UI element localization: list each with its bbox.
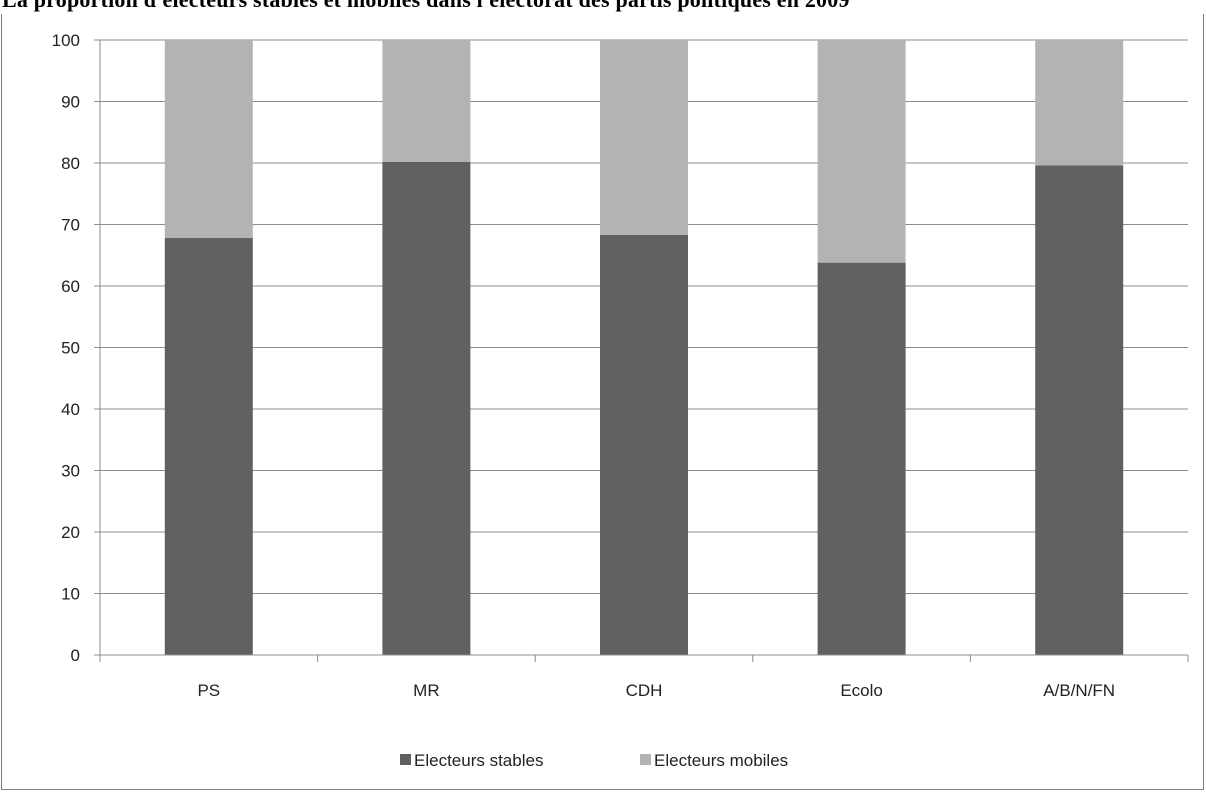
- bar-ps-mobiles: [164, 40, 253, 239]
- x-tick-label: MR: [413, 681, 439, 700]
- bar-a-b-n-fn-mobiles: [1035, 40, 1124, 166]
- x-axis: PS MR CDH Ecolo A/B/N/FN: [99, 654, 1189, 700]
- x-tick-label: PS: [197, 681, 220, 700]
- bars: [164, 40, 1124, 655]
- y-tick-label: 100: [52, 31, 80, 50]
- bar-ps-stables: [164, 238, 253, 655]
- x-tick-label: CDH: [626, 681, 663, 700]
- legend: Electeurs stables Electeurs mobiles: [400, 751, 788, 770]
- y-tick-label: 80: [61, 154, 80, 173]
- y-tick-label: 10: [61, 585, 80, 604]
- x-tick-label: A/B/N/FN: [1043, 681, 1115, 700]
- legend-swatch-mobiles: [640, 754, 651, 765]
- bar-ecolo-stables: [817, 262, 906, 655]
- x-tick-label: Ecolo: [840, 681, 883, 700]
- bar-ecolo-mobiles: [817, 40, 906, 263]
- bar-mr-mobiles: [382, 40, 471, 162]
- y-axis: 0 10 20 30 40 50 60 70 80 90 100: [52, 31, 101, 665]
- y-tick-label: 60: [61, 277, 80, 296]
- y-tick-label: 40: [61, 400, 80, 419]
- legend-label-stables: Electeurs stables: [414, 751, 543, 770]
- y-tick-label: 30: [61, 462, 80, 481]
- y-tick-label: 90: [61, 93, 80, 112]
- legend-label-mobiles: Electeurs mobiles: [654, 751, 788, 770]
- y-tick-label: 70: [61, 216, 80, 235]
- bar-cdh-mobiles: [600, 40, 688, 235]
- y-tick-label: 0: [71, 646, 80, 665]
- y-tick-label: 20: [61, 523, 80, 542]
- legend-swatch-stables: [400, 754, 411, 765]
- bar-a-b-n-fn-stables: [1035, 165, 1124, 655]
- chart-frame: [1, 14, 1204, 790]
- y-tick-label: 50: [61, 339, 80, 358]
- bar-mr-stables: [382, 161, 471, 655]
- chart-title: La proportion d'électeurs stables et mob…: [0, 0, 1206, 14]
- bar-cdh-stables: [600, 234, 688, 655]
- chart-title-text: La proportion d'électeurs stables et mob…: [2, 0, 850, 13]
